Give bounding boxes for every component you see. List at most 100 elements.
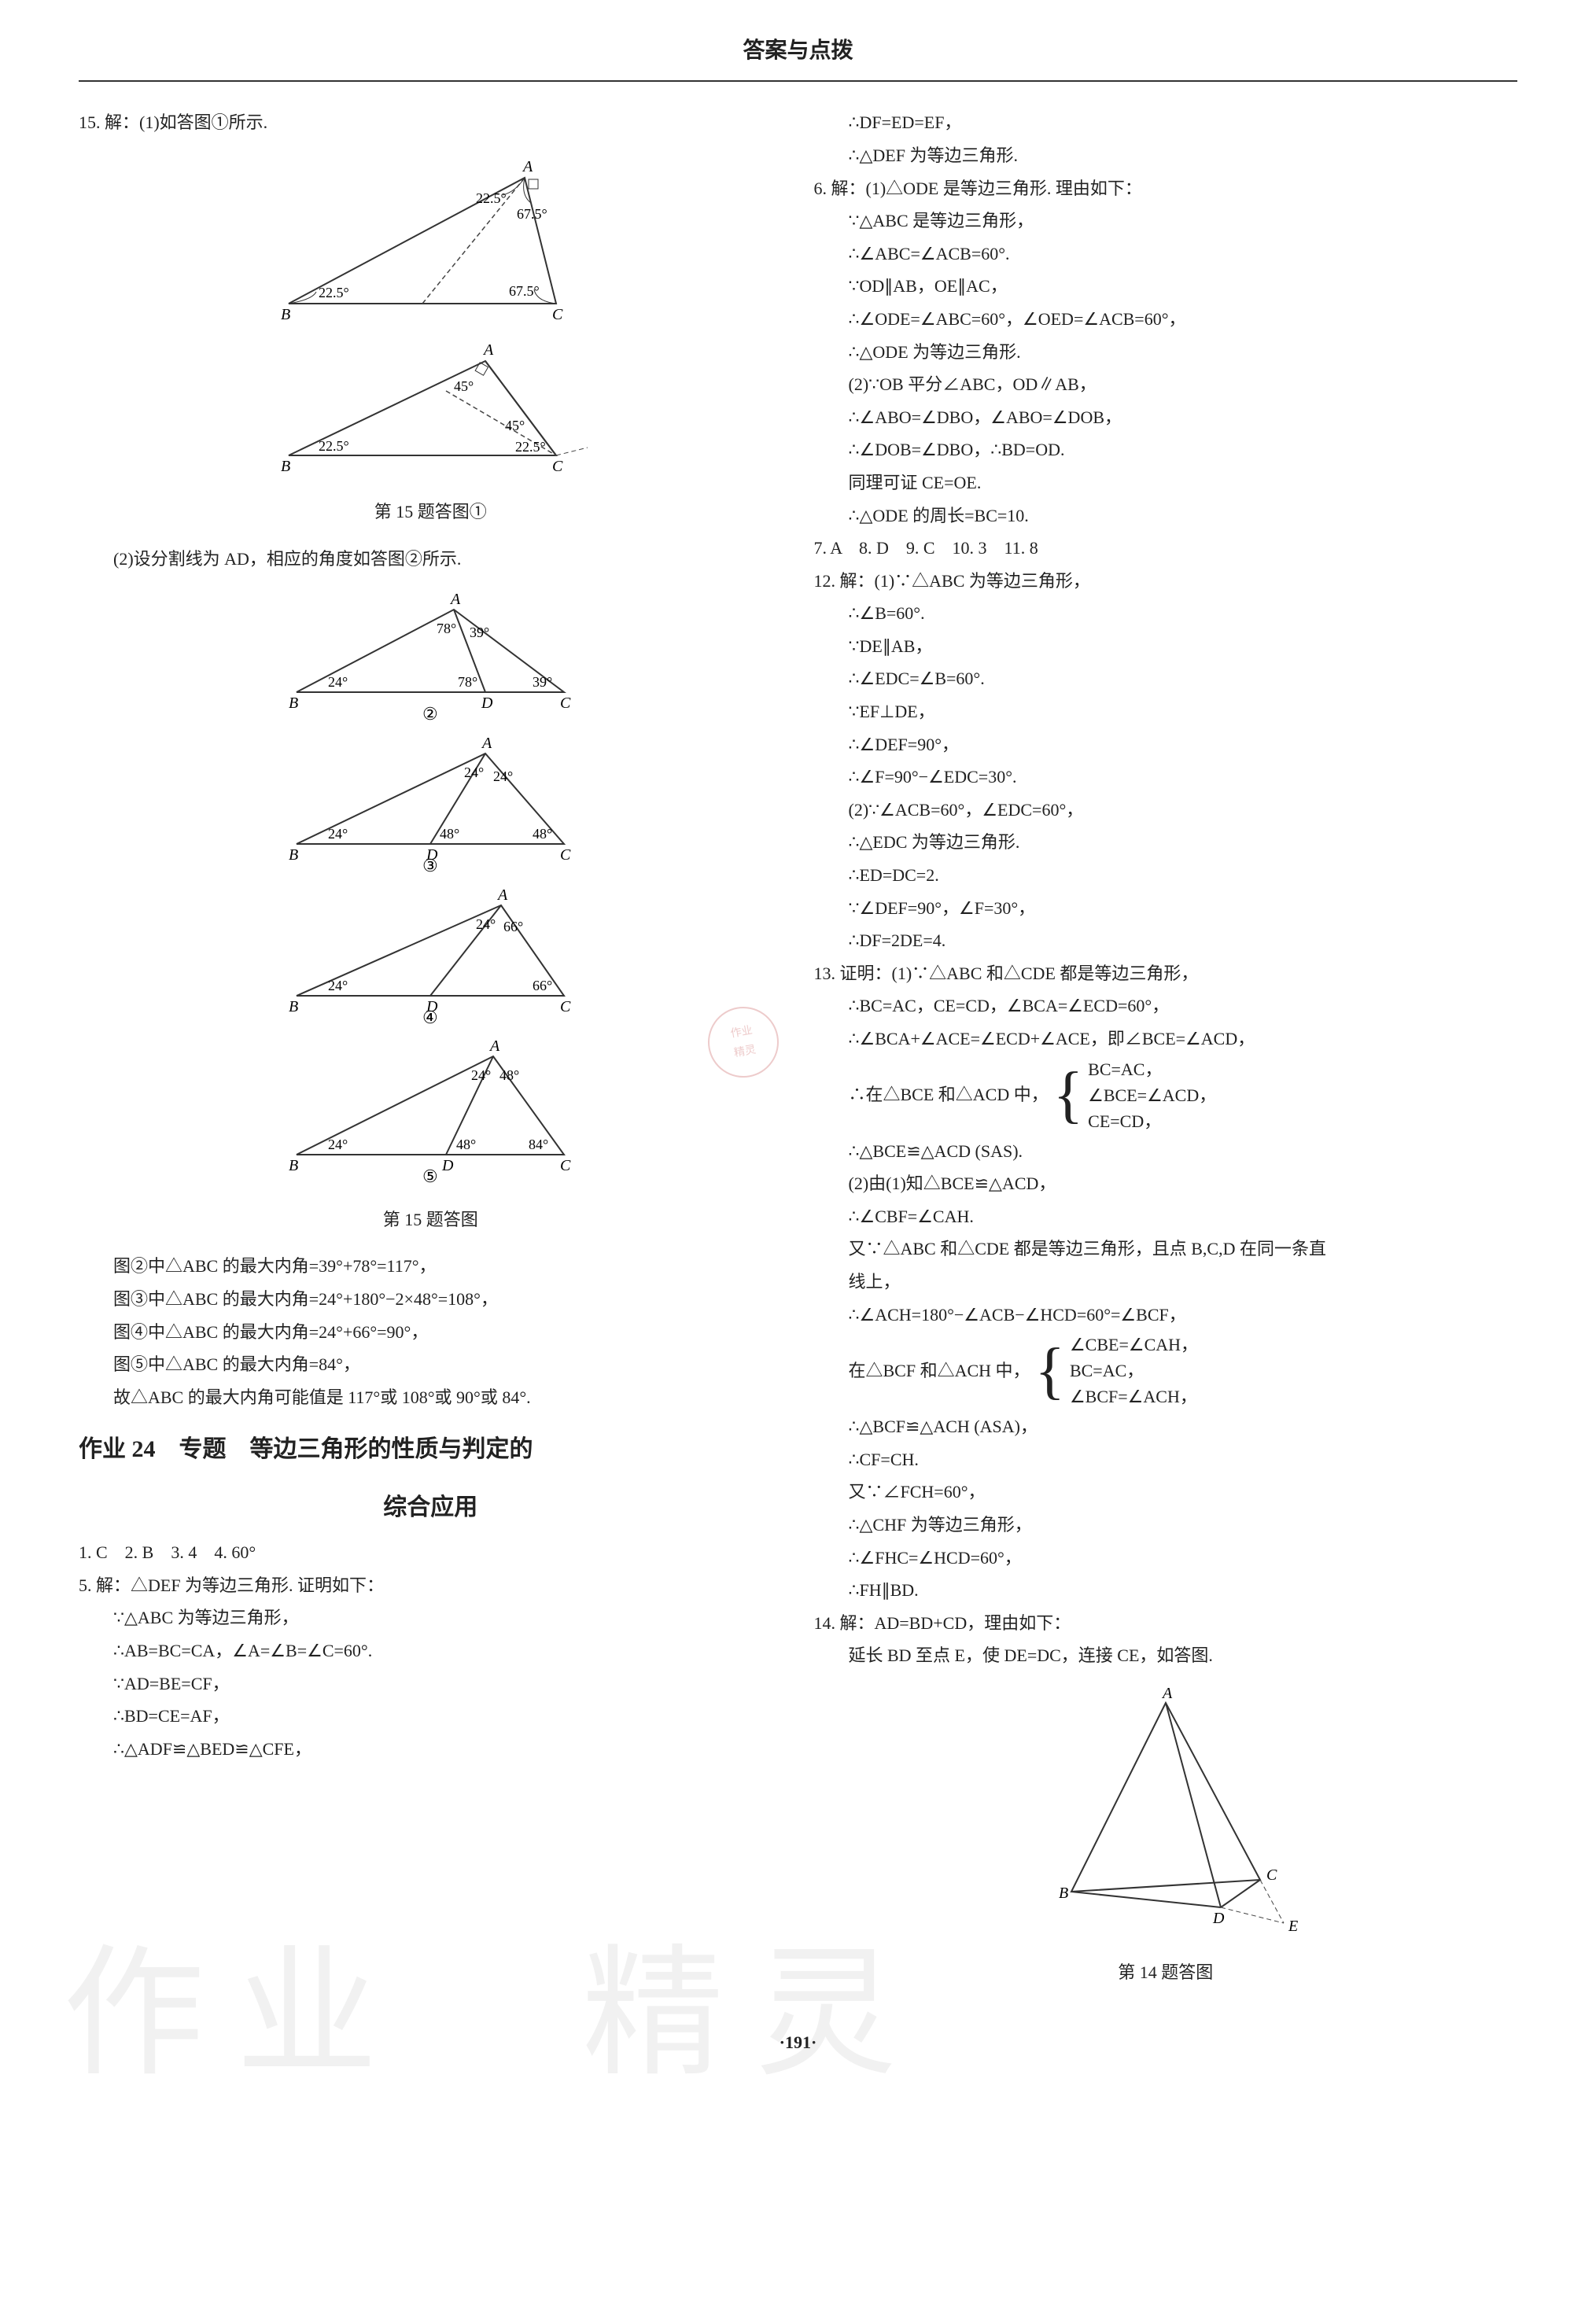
- svg-text:A: A: [522, 158, 533, 175]
- svg-text:24°: 24°: [464, 765, 484, 780]
- q6-line: ∴∠ODE=∠ABC=60°，∠OED=∠ACB=60°，: [814, 304, 1518, 335]
- svg-text:B: B: [281, 306, 290, 323]
- homework-title: 作业 24 专题 等边三角形的性质与判定的: [79, 1428, 783, 1471]
- svg-text:A: A: [488, 1037, 500, 1055]
- q12-line: ∴ED=DC=2.: [814, 860, 1518, 891]
- q6-line: ∵△ABC 是等边三角形，: [814, 205, 1518, 237]
- left-brace-icon: {: [1053, 1063, 1083, 1126]
- svg-text:C: C: [552, 458, 563, 475]
- right-column: ∴DF=ED=EF， ∴△DEF 为等边三角形. 6. 解：(1)△ODE 是等…: [814, 105, 1518, 2003]
- figure-14: A B C D E: [814, 1687, 1518, 1949]
- q14-line: 延长 BD 至点 E，使 DE=DC，连接 CE，如答图.: [814, 1640, 1518, 1671]
- q13-line: ∴BC=AC，CE=CD，∠BCA=∠ECD=60°，: [814, 990, 1518, 1022]
- answers-row: 1. C 2. B 3. 4 4. 60°: [79, 1537, 783, 1568]
- brace-pre: 在△BCF 和△ACH 中，: [849, 1355, 1030, 1387]
- q6-line: ∵OD∥AB，OE∥AC，: [814, 271, 1518, 302]
- svg-text:⑤: ⑤: [422, 1166, 438, 1186]
- q13-line: ∴△BCF≌△ACH (ASA)，: [814, 1411, 1518, 1443]
- q15-head: 15. 解：(1)如答图①所示.: [79, 107, 783, 138]
- q13-line: ∴△BCE≌△ACD (SAS).: [814, 1136, 1518, 1167]
- svg-text:B: B: [289, 1157, 298, 1174]
- q5-cont: ∴△DEF 为等边三角形.: [814, 140, 1518, 171]
- svg-text:24°: 24°: [493, 768, 513, 784]
- q5-line: ∴AB=BC=CA，∠A=∠B=∠C=60°.: [79, 1635, 783, 1667]
- svg-text:24°: 24°: [471, 1067, 491, 1083]
- svg-text:45°: 45°: [505, 418, 525, 433]
- svg-text:39°: 39°: [533, 674, 552, 690]
- homework-title-2: 综合应用: [79, 1487, 783, 1529]
- page-number: ·191·: [79, 2027, 1517, 2058]
- svg-text:39°: 39°: [470, 625, 489, 640]
- triangle-g5: B D C A 24° 24° 48° 48° 84° ⑤: [265, 1037, 595, 1186]
- q13-line: (2)由(1)知△BCE≌△ACD，: [814, 1168, 1518, 1199]
- q12-line: ∴∠EDC=∠B=60°.: [814, 663, 1518, 695]
- conclusion-line: 故△ABC 的最大内角可能值是 117°或 108°或 90°或 84°.: [79, 1382, 783, 1413]
- svg-text:③: ③: [422, 856, 438, 875]
- q13-brace1: ∴在△BCE 和△ACD 中， { BC=AC， ∠BCE=∠ACD， CE=C…: [814, 1056, 1518, 1134]
- q15-2-text: (2)设分割线为 AD，相应的角度如答图②所示.: [79, 544, 783, 575]
- fig15-1-caption: 第 15 题答图①: [79, 496, 783, 528]
- brace-item: ∠BCE=∠ACD，: [1088, 1082, 1216, 1108]
- q6-line: ∴∠ABC=∠ACB=60°.: [814, 238, 1518, 270]
- q6-line: ∴∠DOB=∠DBO，∴BD=OD.: [814, 434, 1518, 466]
- svg-text:66°: 66°: [533, 978, 552, 993]
- svg-text:A: A: [496, 886, 508, 904]
- figure-15-1: B C A 22.5° 22.5° 67.5° 67.5° B C A 22.5…: [79, 154, 783, 488]
- q13-line: ∴∠ACH=180°−∠ACB−∠HCD=60°=∠BCF，: [814, 1299, 1518, 1331]
- brace-item: ∠BCF=∠ACH，: [1070, 1384, 1198, 1409]
- q14-line: 14. 解：AD=BD+CD，理由如下：: [814, 1608, 1518, 1639]
- svg-text:D: D: [441, 1157, 454, 1174]
- q12-line: ∴△EDC 为等边三角形.: [814, 827, 1518, 858]
- svg-text:②: ②: [422, 704, 438, 724]
- svg-text:C: C: [560, 998, 571, 1015]
- brace-item: CE=CD，: [1088, 1108, 1216, 1134]
- q13-line: ∴△CHF 为等边三角形，: [814, 1509, 1518, 1541]
- svg-text:67.5°: 67.5°: [509, 283, 540, 299]
- q13-line: 又∵∠FCH=60°，: [814, 1476, 1518, 1508]
- svg-text:A: A: [482, 341, 494, 359]
- svg-text:B: B: [289, 998, 298, 1015]
- q12-line: ∵EF⊥DE，: [814, 696, 1518, 728]
- q13-line: 线上，: [814, 1266, 1518, 1298]
- svg-text:E: E: [1288, 1918, 1298, 1935]
- svg-text:45°: 45°: [454, 378, 474, 394]
- figure-15-2-group: B D C A 24° 78° 39° 78° 39° ② B D C A 24…: [79, 590, 783, 1196]
- svg-text:D: D: [1212, 1910, 1225, 1927]
- svg-text:C: C: [552, 306, 563, 323]
- svg-text:48°: 48°: [440, 826, 459, 842]
- q12-line: (2)∵∠ACB=60°，∠EDC=60°，: [814, 794, 1518, 826]
- svg-text:A: A: [481, 735, 492, 752]
- left-brace-icon: {: [1035, 1339, 1065, 1402]
- brace-item: ∠CBE=∠CAH，: [1070, 1332, 1198, 1358]
- q5-line: 5. 解：△DEF 为等边三角形. 证明如下：: [79, 1570, 783, 1601]
- svg-text:D: D: [481, 695, 493, 712]
- q12-line: ∵∠DEF=90°，∠F=30°，: [814, 893, 1518, 924]
- triangle-2-svg: B C A 22.5° 45° 45° 22.5°: [265, 337, 595, 479]
- svg-text:22.5°: 22.5°: [515, 439, 546, 455]
- svg-text:C: C: [1266, 1866, 1277, 1884]
- q13-brace2: 在△BCF 和△ACH 中， { ∠CBE=∠CAH， BC=AC， ∠BCF=…: [814, 1332, 1518, 1409]
- q12-line: ∴∠F=90°−∠EDC=30°.: [814, 761, 1518, 793]
- svg-text:78°: 78°: [458, 674, 477, 690]
- svg-text:A: A: [1161, 1687, 1173, 1702]
- q6-line: 6. 解：(1)△ODE 是等边三角形. 理由如下：: [814, 173, 1518, 205]
- q12-line: ∴∠B=60°.: [814, 598, 1518, 629]
- svg-text:24°: 24°: [328, 978, 348, 993]
- conclusion-line: 图④中△ABC 的最大内角=24°+66°=90°，: [79, 1317, 783, 1348]
- q5-line: ∴△ADF≌△BED≌△CFE，: [79, 1734, 783, 1765]
- svg-text:22.5°: 22.5°: [476, 190, 507, 206]
- q12-line: 12. 解：(1)∵△ABC 为等边三角形，: [814, 566, 1518, 597]
- q6-line: (2)∵OB 平分∠ABC，OD∥AB，: [814, 369, 1518, 400]
- svg-text:④: ④: [422, 1008, 438, 1027]
- triangle-g3: B D C A 24° 24° 24° 48° 48° ③: [265, 734, 595, 875]
- svg-text:B: B: [289, 695, 298, 712]
- q6-line: ∴∠ABO=∠DBO，∠ABO=∠DOB，: [814, 402, 1518, 433]
- q5-line: ∴BD=CE=AF，: [79, 1701, 783, 1732]
- svg-text:22.5°: 22.5°: [319, 438, 349, 454]
- svg-text:66°: 66°: [503, 919, 523, 934]
- q13-line: ∴FH∥BD.: [814, 1575, 1518, 1606]
- svg-text:84°: 84°: [529, 1137, 548, 1152]
- svg-text:C: C: [560, 846, 571, 864]
- q13-head: 13. 证明：(1)∵△ABC 和△CDE 都是等边三角形，: [814, 958, 1518, 989]
- two-column-layout: 15. 解：(1)如答图①所示. B C A 22.5° 22.5° 67.5°…: [79, 105, 1517, 2003]
